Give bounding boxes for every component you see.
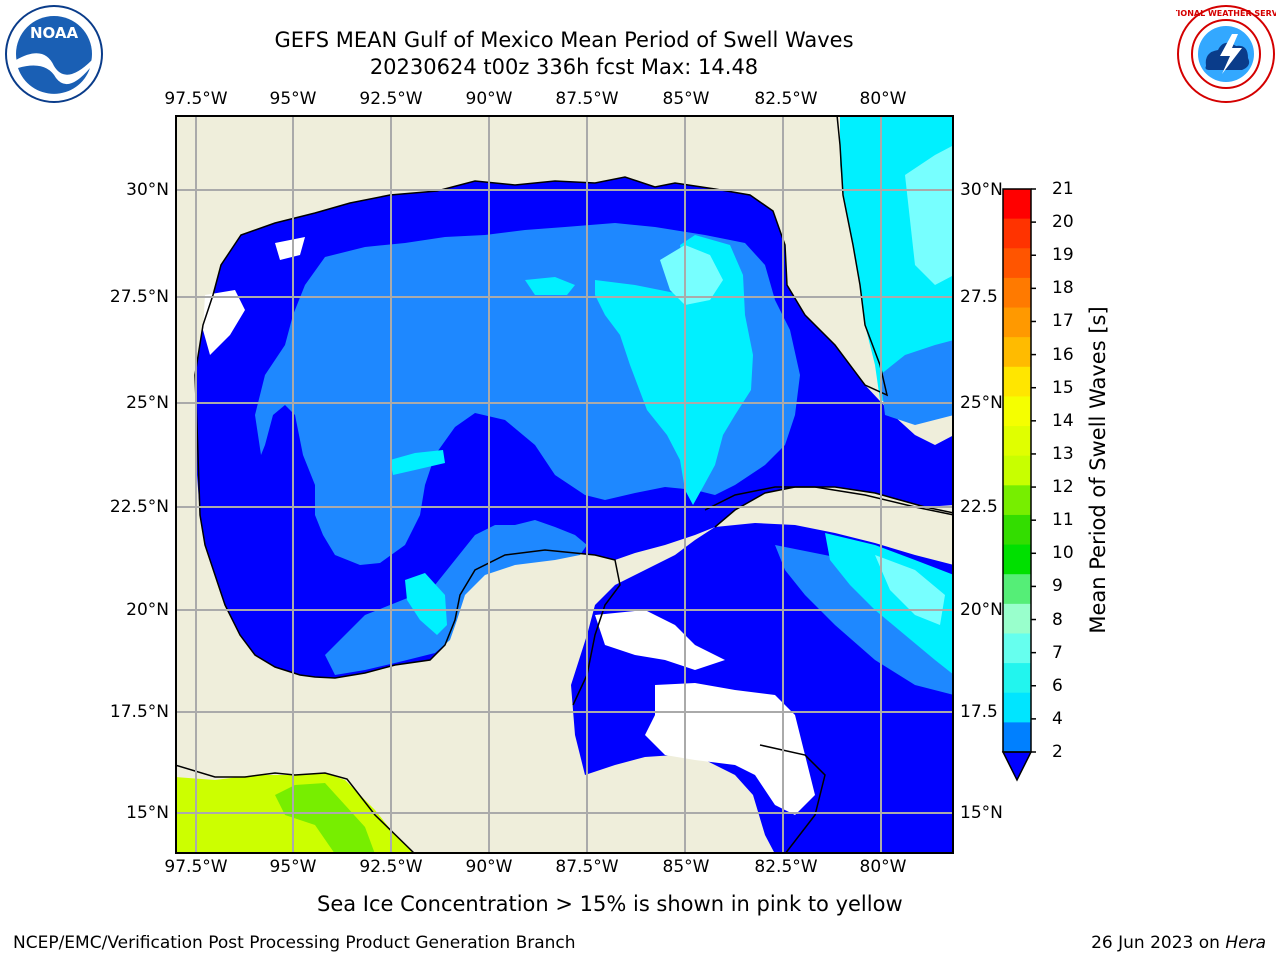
colorbar-segment [1003,603,1031,634]
colorbar-segment [1003,722,1031,753]
footer-date-text: 26 Jun 2023 on [1091,933,1226,953]
lat-tick-right: 20°N [960,600,1003,620]
colorbar-segment [1003,455,1031,486]
lat-tick-right: 25°N [960,393,1003,413]
colorbar-segment [1003,307,1031,338]
colorbar-tick-label: 17 [1052,311,1074,332]
colorbar-tick-label: 16 [1052,344,1074,365]
footer-host: Hera [1225,933,1266,953]
lon-tick-top: 80°W [859,89,907,109]
colorbar-segment [1003,633,1031,664]
lon-tick-top: 85°W [662,89,710,109]
lon-tick-bottom: 82.5°W [754,857,818,877]
colorbar-tick-label: 9 [1052,576,1063,597]
colorbar-tick-label: 12 [1052,477,1074,498]
lat-tick-left: 22.5°N [109,497,169,517]
no-data-patch-3 [203,290,245,355]
lon-tick-bottom: 90°W [465,857,513,877]
colorbar-segment [1003,485,1031,516]
colorbar-tick-label: 8 [1052,609,1063,630]
no-data-patch-4 [275,237,305,260]
sea-ice-note: Sea Ice Concentration > 15% is shown in … [317,892,903,916]
colorbar-segment [1003,396,1031,427]
colorbar-tick-label: 15 [1052,377,1074,398]
lat-tick-left: 17.5°N [109,702,169,722]
no-data-patch-2 [645,683,815,815]
colorbar-tick-label: 19 [1052,245,1074,266]
map-frame [175,115,954,854]
colorbar-frame [1002,188,1032,753]
gulf-swell-cyan-2 [525,277,575,295]
colorbar-segment [1003,337,1031,368]
lon-tick-top: 87.5°W [555,89,619,109]
colorbar-tick-label: 11 [1052,510,1074,531]
lat-tick-right: 17.5 [960,702,998,722]
footer-date: 26 Jun 2023 on Hera [1091,933,1266,953]
colorbar-segment [1003,692,1031,723]
nws-logo-text: NATIONAL WEATHER SERVICE [1176,9,1276,18]
lat-tick-right: 22.5 [960,497,998,517]
lat-tick-left: 25°N [126,393,169,413]
colorbar-segment [1003,366,1031,397]
lon-tick-top: 97.5°W [164,89,228,109]
colorbar-under-arrow [1001,751,1033,782]
lon-tick-top: 82.5°W [754,89,818,109]
lon-tick-top: 90°W [465,89,513,109]
colorbar-tick-label: 6 [1052,675,1063,696]
chart-title: GEFS MEAN Gulf of Mexico Mean Period of … [274,28,854,52]
atlantic-swell-light-cyan [905,145,954,285]
colorbar-tick-label: 4 [1052,708,1063,729]
colorbar-segment [1003,248,1031,279]
lon-tick-bottom: 95°W [269,857,317,877]
gulf-swell-light-cyan [660,245,723,305]
lon-tick-bottom: 97.5°W [164,857,228,877]
caribbean-swell-light-cyan [875,555,945,625]
colorbar-tick-label: 14 [1052,410,1074,431]
caribbean-swell-cyan [825,533,954,675]
colorbar-tick-label: 18 [1052,278,1074,299]
no-data-patch [595,610,725,670]
colorbar-tick-label: 13 [1052,443,1074,464]
colorbar-segment [1003,574,1031,605]
gulf-swell-cyan [595,235,753,505]
colorbar-segment [1003,663,1031,694]
lat-tick-left: 15°N [126,803,169,823]
nws-logo: NATIONAL WEATHER SERVICE [1176,5,1276,103]
colorbar [1001,188,1036,782]
lon-tick-bottom: 92.5°W [359,857,423,877]
footer-credit: NCEP/EMC/Verification Post Processing Pr… [13,933,576,953]
noaa-logo-text: NOAA [30,24,79,42]
lon-tick-top: 92.5°W [359,89,423,109]
colorbar-segment [1003,514,1031,546]
gulf-swell-cyan-3 [390,450,445,475]
lon-tick-top: 95°W [269,89,317,109]
lon-tick-bottom: 85°W [662,857,710,877]
lon-tick-bottom: 80°W [859,857,907,877]
chart-subtitle: 20230624 t00z 336h fcst Max: 14.48 [369,55,759,79]
colorbar-segment [1003,189,1031,220]
colorbar-tick-label: 2 [1052,742,1063,762]
noaa-logo: NOAA [5,5,103,103]
lat-tick-right: 30°N [960,180,1003,200]
gulf-swell-cyan-4 [405,573,447,635]
colorbar-tick-label: 20 [1052,212,1074,233]
lat-tick-left: 20°N [126,600,169,620]
colorbar-tick-label: 7 [1052,642,1063,663]
lat-lon-grid [175,115,954,854]
lat-tick-left: 27.5°N [109,287,169,307]
colorbar-segment [1003,544,1031,575]
lon-tick-bottom: 87.5°W [555,857,619,877]
map-area [175,115,954,854]
colorbar-segment [1003,277,1031,309]
lat-tick-right: 15°N [960,803,1003,823]
colorbar-label: Mean Period of Swell Waves [s] [1086,306,1110,634]
colorbar-tick-label: 10 [1052,543,1074,564]
lat-tick-left: 30°N [126,180,169,200]
colorbar-segment [1003,218,1031,249]
high-swell-green [275,783,375,854]
colorbar-segment [1003,426,1031,457]
colorbar-tick-label: 21 [1052,179,1074,199]
lat-tick-right: 27.5 [960,287,998,307]
